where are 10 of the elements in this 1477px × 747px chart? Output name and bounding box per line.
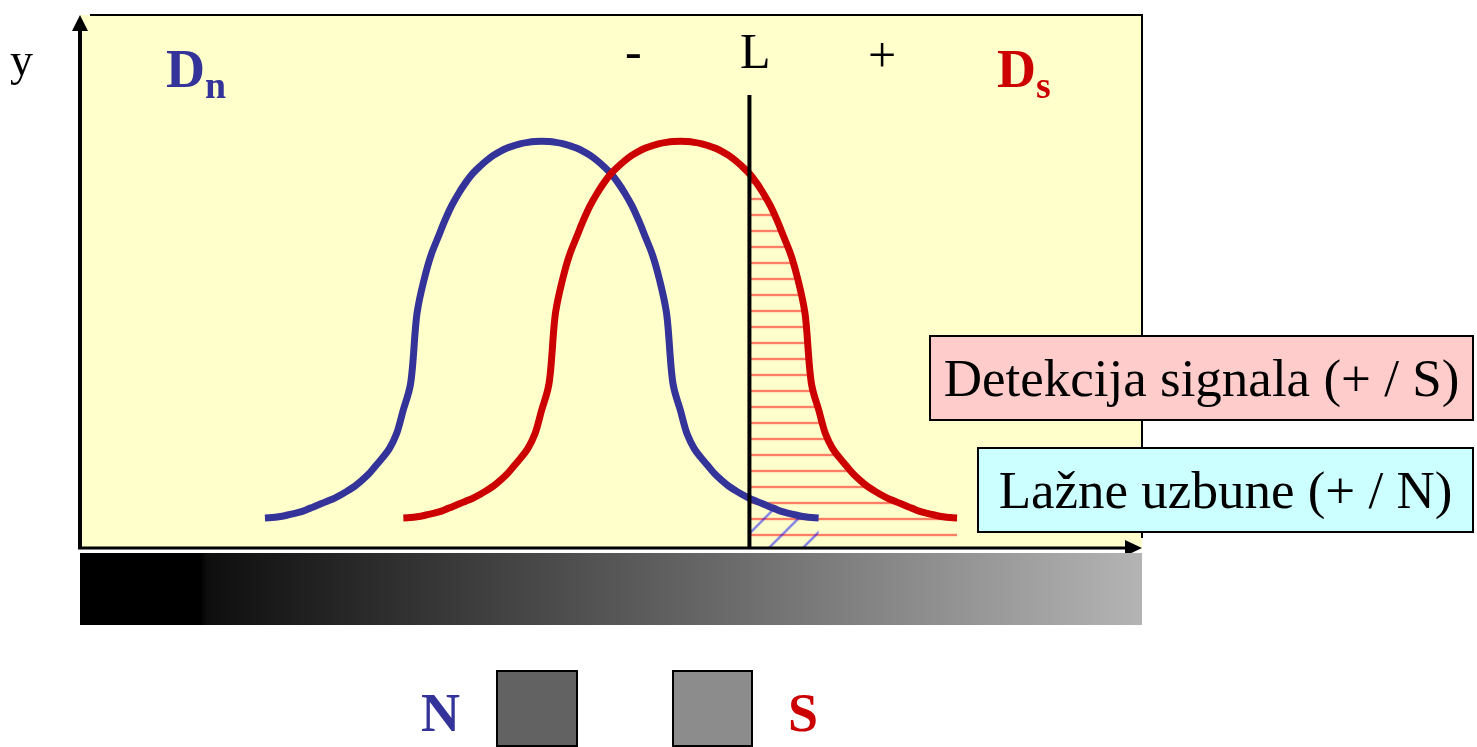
- text: Lažne uzbune (+ / N): [998, 460, 1453, 520]
- text: y: [10, 34, 33, 85]
- text: S: [788, 683, 819, 743]
- text: +: [868, 27, 897, 83]
- text: -: [625, 23, 642, 79]
- text: D$_{s}$: [997, 39, 1051, 107]
- annotation: Detekcija signala (+ / S): [943, 348, 1460, 408]
- text: L: [740, 23, 771, 79]
- text: D$_{n}$: [166, 39, 227, 107]
- text: N: [421, 683, 460, 743]
